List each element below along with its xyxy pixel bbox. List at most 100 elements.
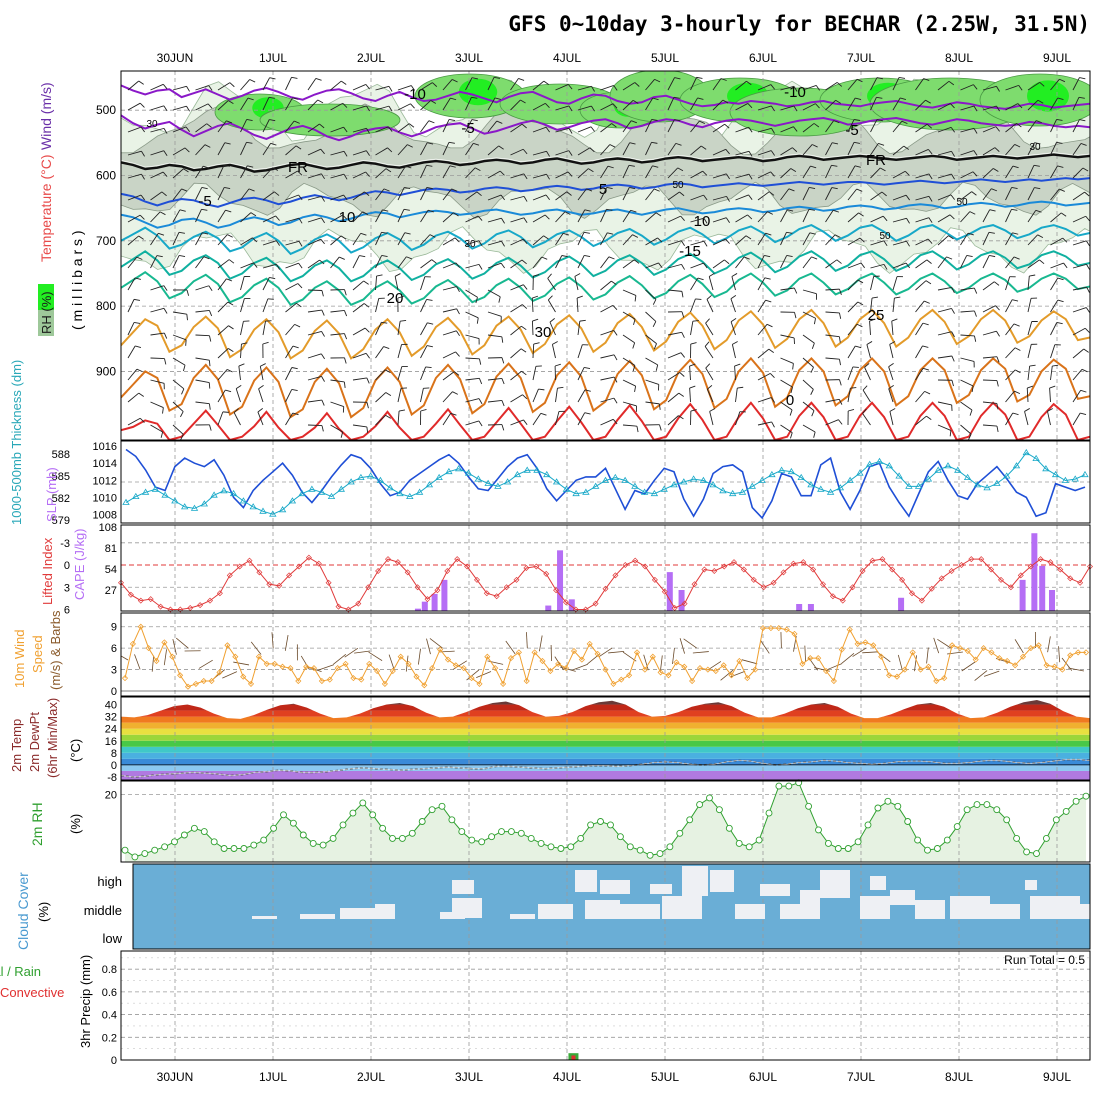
- barb-flag: [770, 84, 775, 90]
- barb-staff: [780, 232, 787, 246]
- wind-marker: [1012, 662, 1019, 669]
- lifted-marker: [988, 566, 995, 573]
- barb-staff: [645, 401, 660, 405]
- barb-flag: [136, 256, 143, 260]
- barb-staff: [330, 80, 342, 91]
- cloud-level-label: low: [102, 931, 122, 946]
- barb-flag: [889, 408, 896, 412]
- precip-tick: 0.6: [102, 987, 117, 999]
- wind-marker: [775, 625, 782, 632]
- barb-flag: [250, 212, 257, 217]
- barb-flag: [680, 240, 686, 247]
- barb-staff: [577, 105, 592, 111]
- isotherm-30: [121, 308, 1090, 360]
- barb-staff: [217, 278, 227, 291]
- cloud-patch: [300, 914, 335, 919]
- thickness-marker: [895, 472, 903, 479]
- barb-staff: [757, 324, 768, 336]
- barb-flag: [563, 232, 570, 236]
- barb-flag: [748, 194, 753, 200]
- barb-flag: [1029, 364, 1036, 367]
- thickness-marker: [1012, 462, 1021, 469]
- wind-marker: [460, 665, 467, 672]
- rh-marker: [458, 828, 466, 836]
- barb-flag: [632, 342, 636, 349]
- barb-flag: [632, 234, 639, 238]
- cape-bar: [568, 599, 575, 611]
- rh-ylabel: 2m RH: [29, 802, 45, 846]
- barb-flag: [973, 84, 978, 90]
- wind-barb: [660, 655, 663, 672]
- lifted-marker: [157, 603, 164, 610]
- lifted-marker: [701, 566, 708, 573]
- barb-flag: [1017, 103, 1023, 109]
- wind-barb: [683, 638, 697, 649]
- thickness-marker: [259, 507, 267, 514]
- barb-flag: [679, 191, 685, 197]
- barb-staff: [866, 344, 871, 359]
- barb-staff: [532, 256, 543, 269]
- cloud-level-label: middle: [84, 903, 122, 918]
- barb-staff: [757, 171, 771, 179]
- barb-staff: [1027, 234, 1038, 246]
- wind-marker: [917, 666, 924, 673]
- barb-flag: [1057, 299, 1064, 303]
- thickness-marker: [993, 479, 1001, 486]
- cloud-patch: [585, 900, 620, 919]
- barb-flag: [294, 323, 301, 328]
- barb-staff: [510, 195, 525, 201]
- barb-flag: [521, 325, 527, 331]
- barb-flag: [681, 332, 685, 338]
- barb-staff: [172, 188, 182, 201]
- lifted-marker: [711, 568, 718, 574]
- cloud-patch: [340, 908, 380, 919]
- barb-flag: [561, 255, 568, 258]
- wind-marker: [421, 682, 428, 689]
- barb-staff: [757, 84, 772, 91]
- barb-flag: [905, 262, 911, 269]
- isotherm-label: -5: [198, 193, 211, 210]
- rh-marker: [379, 824, 387, 832]
- barb-staff: [375, 276, 378, 291]
- barb-staff: [577, 126, 592, 133]
- barb-staff: [195, 334, 210, 337]
- barb-flag: [765, 232, 772, 236]
- barb-staff: [870, 276, 875, 291]
- barb-staff: [622, 100, 634, 111]
- thickness-marker: [249, 503, 257, 510]
- barb-staff: [982, 85, 997, 91]
- rh-marker: [993, 806, 1001, 814]
- lifted-marker: [177, 606, 184, 613]
- barb-flag: [734, 363, 741, 367]
- wind-barb: [466, 669, 480, 681]
- barb-flag: [747, 103, 753, 109]
- panel-frame-precip: [120, 950, 1091, 1061]
- barb-flag: [204, 144, 211, 148]
- rh-marker: [527, 834, 535, 842]
- wind-marker: [759, 625, 767, 632]
- barb-flag: [135, 345, 142, 348]
- barb-flag: [696, 76, 703, 79]
- barb-flag: [471, 77, 479, 80]
- barb-staff: [510, 284, 524, 291]
- barb-flag: [298, 262, 303, 269]
- barb-staff: [1027, 298, 1032, 313]
- cloud-patch: [1025, 880, 1037, 890]
- barb-flag: [973, 287, 978, 294]
- barb-flag: [924, 300, 930, 304]
- barb-flag: [1052, 364, 1059, 367]
- barb-staff: [690, 170, 703, 179]
- thickness-marker: [435, 473, 443, 480]
- barb-staff: [1005, 232, 1013, 246]
- barb-staff: [915, 259, 928, 269]
- panel-frame-rh: [120, 780, 1091, 863]
- wind-marker: [673, 659, 680, 666]
- barb-staff: [689, 365, 691, 381]
- barb-staff: [892, 120, 903, 133]
- barb-flag: [321, 309, 325, 316]
- barb-staff: [1005, 256, 1015, 269]
- rh-marker: [844, 845, 852, 852]
- barb-staff: [705, 367, 714, 381]
- bottom-date-label: 9JUL: [1043, 1070, 1071, 1084]
- rh-marker: [735, 839, 743, 847]
